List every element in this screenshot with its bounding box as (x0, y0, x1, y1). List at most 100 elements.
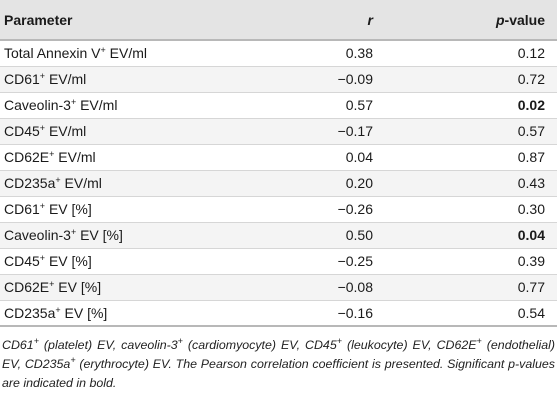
table-row: CD62E+ EV [%] −0.08 0.77 (0, 274, 557, 301)
r-cell: 0.50 (230, 222, 385, 249)
table-row: CD235a+ EV/ml 0.20 0.43 (0, 170, 557, 197)
parameter-sup: + (70, 227, 77, 237)
table-row: CD235a+ EV [%] −0.16 0.54 (0, 300, 557, 327)
parameter-sup: + (39, 253, 46, 263)
parameter-cell: Caveolin-3+ EV [%] (0, 222, 230, 249)
parameter-name: CD235a (4, 175, 56, 191)
parameter-suffix: EV [%] (45, 201, 92, 217)
table-row: CD61+ EV/ml −0.09 0.72 (0, 66, 557, 93)
footnote-text-2: (platelet) EV, caveolin-3 (38, 338, 178, 352)
parameter-name: CD61 (4, 71, 40, 87)
parameter-cell: CD235a+ EV [%] (0, 300, 230, 327)
table-row: CD45+ EV [%] −0.25 0.39 (0, 248, 557, 275)
p-value-cell: 0.43 (385, 170, 557, 197)
parameter-name: CD61 (4, 201, 40, 217)
parameter-suffix: EV/ml (76, 97, 118, 113)
parameter-suffix: EV [%] (60, 304, 108, 321)
parameter-cell: CD62E+ EV [%] (0, 274, 230, 301)
r-cell: 0.04 (230, 144, 385, 171)
header-parameter: Parameter (0, 0, 230, 41)
r-cell: −0.17 (230, 118, 385, 145)
p-value-cell: 0.72 (385, 66, 557, 93)
correlation-table-panel: Parameter r p-value Total Annexin V+ EV/… (0, 0, 557, 393)
footnote-text-6: (erythrocyte) EV. The Pearson correlatio… (75, 357, 509, 371)
p-value-cell: 0.12 (385, 40, 557, 67)
table-row: Caveolin-3+ EV/ml 0.57 0.02 (0, 92, 557, 119)
table-header-row: Parameter r p-value (0, 0, 557, 41)
parameter-name: CD62E (4, 149, 50, 165)
footnote-text-4: (leukocyte) EV, CD62E (341, 338, 477, 352)
parameter-sup: + (49, 279, 55, 289)
parameter-suffix: EV [%] (54, 279, 102, 295)
p-value-cell: 0.30 (385, 196, 557, 223)
p-value-cell: 0.77 (385, 274, 557, 301)
table-row: Total Annexin V+ EV/ml 0.38 0.12 (0, 40, 557, 67)
parameter-suffix: EV/ml (105, 45, 148, 62)
parameter-name: CD62E (4, 279, 50, 295)
header-p-value: p-value (385, 0, 557, 41)
parameter-sup: + (70, 97, 77, 107)
footnote-sup-3: + (336, 336, 342, 346)
table-row: CD61+ EV [%] −0.26 0.30 (0, 196, 557, 223)
parameter-name: Total Annexin V (4, 45, 101, 62)
parameter-sup: + (55, 175, 61, 185)
table-row: Caveolin-3+ EV [%] 0.50 0.04 (0, 222, 557, 249)
footnote-text-3: (cardiomyocyte) EV, CD45 (182, 338, 337, 352)
footnote-text-5: (endothelial) EV, CD235a (2, 338, 555, 371)
p-value-cell: 0.39 (385, 248, 557, 275)
parameter-sup: + (55, 304, 61, 315)
r-cell: −0.16 (230, 300, 385, 327)
correlation-table: Parameter r p-value Total Annexin V+ EV/… (0, 0, 557, 327)
r-cell: −0.26 (230, 196, 385, 223)
parameter-sup: + (39, 201, 46, 211)
parameter-suffix: EV/ml (60, 175, 102, 191)
footnote-sup-1: + (33, 336, 39, 346)
parameter-sup: + (39, 71, 46, 81)
p-value-cell: 0.54 (385, 300, 557, 327)
parameter-cell: CD45+ EV [%] (0, 248, 230, 275)
parameter-cell: Caveolin-3+ EV/ml (0, 92, 230, 119)
r-cell: 0.57 (230, 92, 385, 119)
footnote-sup-4: + (476, 336, 482, 346)
parameter-sup: + (100, 45, 106, 56)
parameter-sup: + (39, 123, 46, 133)
r-cell: −0.09 (230, 66, 385, 93)
footnote-text-7: p (508, 357, 516, 371)
footnote-sup-2: + (177, 336, 183, 346)
parameter-name: CD45 (4, 253, 40, 269)
header-p-rest: -value (504, 11, 545, 28)
parameter-suffix: EV/ml (45, 123, 87, 139)
parameter-name: CD235a (4, 304, 56, 321)
p-value-cell: 0.04 (385, 222, 557, 249)
footnote-sup-5: + (70, 355, 76, 365)
header-p-italic: p (495, 11, 505, 28)
parameter-name: Caveolin-3 (4, 97, 71, 113)
r-cell: −0.08 (230, 274, 385, 301)
parameter-cell: Total Annexin V+ EV/ml (0, 40, 230, 67)
p-value-cell: 0.02 (385, 92, 557, 119)
parameter-suffix: EV [%] (76, 227, 123, 243)
p-value-cell: 0.57 (385, 118, 557, 145)
r-cell: 0.38 (230, 40, 385, 67)
table-row: CD45+ EV/ml −0.17 0.57 (0, 118, 557, 145)
parameter-cell: CD61+ EV [%] (0, 196, 230, 223)
parameter-cell: CD62E+ EV/ml (0, 144, 230, 171)
header-r: r (230, 0, 385, 41)
r-cell: −0.25 (230, 248, 385, 275)
parameter-cell: CD45+ EV/ml (0, 118, 230, 145)
footnote-text-8: -values are indicated in bold. (2, 357, 555, 390)
parameter-name: CD45 (4, 123, 40, 139)
parameter-suffix: EV/ml (45, 71, 87, 87)
table-footnote: CD61+ (platelet) EV, caveolin-3+ (cardio… (0, 336, 557, 393)
parameter-sup: + (49, 149, 55, 159)
parameter-suffix: EV [%] (45, 253, 92, 269)
p-value-cell: 0.87 (385, 144, 557, 171)
parameter-suffix: EV/ml (54, 149, 96, 165)
parameter-cell: CD61+ EV/ml (0, 66, 230, 93)
parameter-name: Caveolin-3 (4, 227, 71, 243)
footnote-text-1: CD61 (2, 338, 34, 352)
r-cell: 0.20 (230, 170, 385, 197)
parameter-cell: CD235a+ EV/ml (0, 170, 230, 197)
table-row: CD62E+ EV/ml 0.04 0.87 (0, 144, 557, 171)
table-body: Total Annexin V+ EV/ml 0.38 0.12 CD61+ EV/m… (0, 40, 557, 327)
